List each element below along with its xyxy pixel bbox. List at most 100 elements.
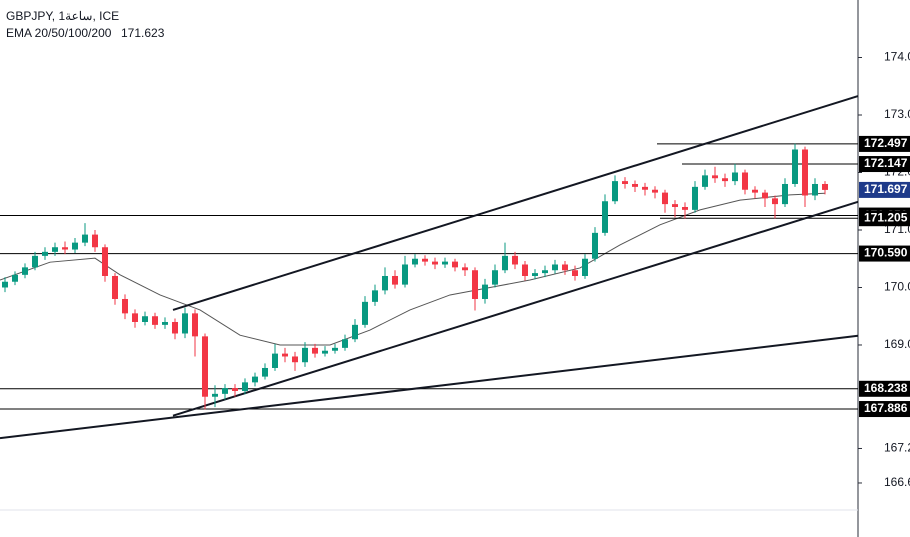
symbol: GBPJPY, 1ساعة, ICE	[6, 9, 119, 23]
y-tick-label: 166.600	[884, 475, 910, 489]
candle-body	[292, 356, 298, 363]
candle-body	[132, 313, 138, 322]
y-tick-label: 169.000	[884, 337, 910, 351]
candle-body	[72, 242, 78, 250]
candle-body	[572, 270, 578, 276]
candle-body	[592, 232, 598, 259]
candle-body	[172, 321, 178, 334]
candle-body	[732, 172, 738, 182]
candle-body	[582, 258, 588, 276]
candle-body	[762, 192, 768, 199]
candle-body	[332, 347, 338, 351]
candle-body	[782, 183, 788, 205]
candle-body	[192, 313, 198, 337]
candle-body	[812, 183, 818, 196]
candle-body	[462, 267, 468, 271]
candle-body	[682, 206, 688, 210]
candle-body	[142, 316, 148, 322]
candle-body	[402, 264, 408, 285]
candle-body	[452, 261, 458, 268]
candle-body	[392, 275, 398, 285]
candle-body	[52, 247, 58, 252]
candle-body	[822, 183, 828, 190]
candle-body	[232, 388, 238, 391]
level-label: 171.205	[864, 210, 908, 224]
candle-body	[542, 270, 548, 274]
candle-body	[12, 274, 18, 282]
candle-body	[722, 178, 728, 182]
candle-body	[652, 189, 658, 193]
level-label-bg	[859, 380, 910, 397]
candle-body	[202, 336, 208, 397]
level-label: 172.497	[864, 136, 908, 150]
candle-body	[422, 258, 428, 262]
candle-body	[792, 149, 798, 184]
trendline	[172, 200, 859, 417]
candle-body	[152, 316, 158, 325]
trendline	[0, 334, 859, 440]
candle-body	[522, 264, 528, 276]
candle-body	[602, 201, 608, 233]
candle-body	[222, 388, 228, 394]
candle-body	[302, 347, 308, 363]
candle-body	[672, 204, 678, 207]
candle-body	[212, 393, 218, 397]
candle-body	[372, 290, 378, 302]
candle-body	[702, 175, 708, 187]
candle-body	[612, 181, 618, 202]
last-price-label: 171.697	[864, 182, 908, 196]
candle-body	[322, 350, 328, 354]
level-label-bg	[859, 210, 910, 227]
indicator-value: 171.623	[121, 26, 165, 40]
candle-body	[492, 270, 498, 285]
y-tick-label: 170.000	[884, 280, 910, 294]
candle-body	[62, 247, 68, 250]
candle-body	[552, 264, 558, 271]
level-label-bg	[859, 245, 910, 262]
candle-body	[22, 267, 28, 275]
candle-body	[182, 313, 188, 334]
y-tick-label: 173.000	[884, 107, 910, 121]
candle-body	[282, 353, 288, 357]
candle-body	[802, 149, 808, 196]
candle-body	[482, 284, 488, 299]
candle-body	[442, 261, 448, 265]
candle-body	[122, 298, 128, 314]
price-axis: 174.000173.000172.000171.000170.000169.0…	[858, 50, 910, 489]
candle-body	[342, 339, 348, 348]
candle-body	[432, 261, 438, 265]
trendline	[172, 95, 859, 311]
candle-body	[312, 347, 318, 354]
candle-body	[712, 175, 718, 179]
candle-body	[102, 247, 108, 276]
candle-body	[262, 367, 268, 377]
candle-body	[242, 382, 248, 391]
candle-body	[82, 234, 88, 243]
candle-body	[622, 181, 628, 184]
candle-body	[532, 273, 538, 276]
y-tick-label: 167.200	[884, 441, 910, 455]
candle-body	[642, 186, 648, 190]
candle-body	[692, 186, 698, 210]
last-price-bg	[859, 181, 910, 198]
y-tick-label: 174.000	[884, 50, 910, 64]
level-label: 172.147	[864, 156, 908, 170]
candle-body	[412, 258, 418, 265]
candle-body	[632, 183, 638, 187]
level-label: 167.886	[864, 401, 908, 415]
candle-body	[382, 275, 388, 291]
level-label-bg	[859, 401, 910, 418]
candle-body	[272, 353, 278, 368]
level-label: 170.590	[864, 246, 908, 260]
candle-body	[2, 281, 8, 288]
indicator-name: EMA 20/50/100/200	[6, 26, 112, 40]
candle-body	[252, 376, 258, 383]
plot	[0, 95, 859, 440]
candle-body	[352, 324, 358, 340]
level-label-bg	[859, 156, 910, 173]
candle-body	[362, 301, 368, 325]
candle-body	[662, 192, 668, 205]
candle-body	[32, 255, 38, 268]
level-label: 168.238	[864, 381, 908, 395]
